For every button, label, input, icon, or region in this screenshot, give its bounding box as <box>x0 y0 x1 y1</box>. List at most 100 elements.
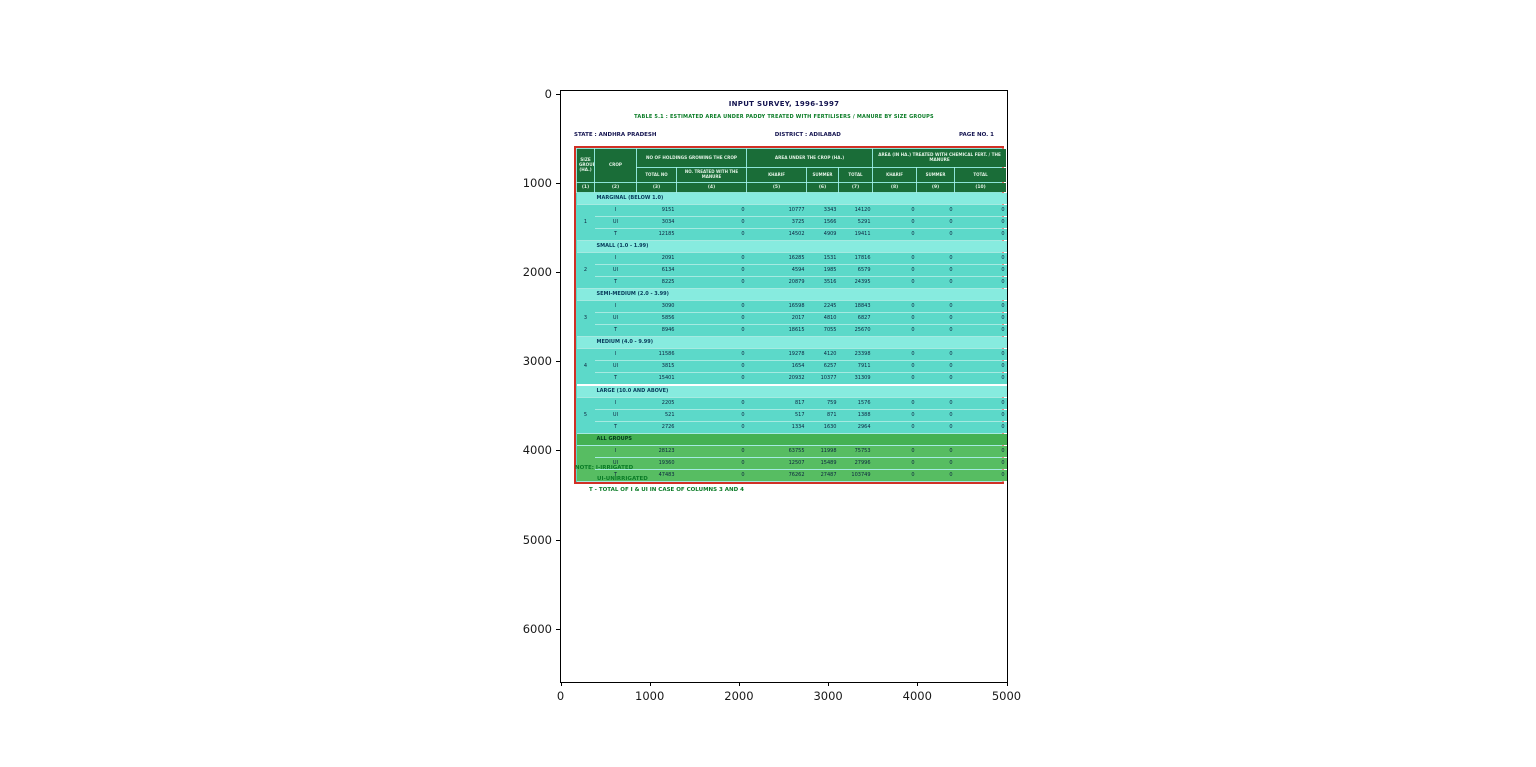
value-cell: 18615 <box>746 324 807 337</box>
value-cell: 1576 <box>838 397 873 410</box>
value-cell: 0 <box>872 397 917 410</box>
x-tick-label: 4000 <box>902 689 932 703</box>
crop-code-cell: UI <box>594 312 637 325</box>
col-number: (9) <box>916 182 956 193</box>
value-cell: 0 <box>916 252 955 265</box>
value-cell: 0 <box>954 276 1007 289</box>
value-cell: 9151 <box>636 204 677 217</box>
value-cell: 871 <box>806 409 839 422</box>
x-tick-mark <box>738 682 740 686</box>
value-cell: 24395 <box>838 276 873 289</box>
value-cell: 4909 <box>806 228 839 241</box>
value-cell: 0 <box>954 469 1007 482</box>
value-cell: 0 <box>954 445 1007 458</box>
value-cell: 0 <box>954 457 1007 470</box>
group-serial-number: 4 <box>576 348 595 386</box>
value-cell: 7911 <box>838 360 873 373</box>
value-cell: 0 <box>916 300 955 313</box>
value-cell: 1985 <box>806 264 839 277</box>
value-cell: 0 <box>872 372 917 386</box>
value-cell: 0 <box>916 409 955 422</box>
value-cell: 517 <box>746 409 807 422</box>
y-tick-label: 1000 <box>522 175 552 190</box>
group-label-row: ALL GROUPS <box>576 433 1007 446</box>
value-cell: 0 <box>954 421 1007 434</box>
value-cell: 0 <box>916 469 955 482</box>
value-cell: 0 <box>872 300 917 313</box>
value-cell: 0 <box>872 457 917 470</box>
x-tick-label: 1000 <box>635 689 665 703</box>
crop-code-cell: I <box>594 252 637 265</box>
header-treated-kharif: KHARIF <box>872 167 918 183</box>
group-label: LARGE (10.0 AND ABOVE) <box>594 384 1007 398</box>
value-cell: 76262 <box>746 469 807 482</box>
value-cell: 0 <box>872 445 917 458</box>
value-cell: 0 <box>676 324 747 337</box>
table-row: T 15401 0 20932 10377 31309 0 0 0 <box>577 372 1007 386</box>
crop-code-cell: I <box>594 397 637 410</box>
crop-code-cell: T <box>594 228 637 241</box>
group-label: SEMI-MEDIUM (2.0 - 3.99) <box>594 288 1007 301</box>
value-cell: 0 <box>954 372 1007 386</box>
table-header: SIZE GROUP (HA.) CROP NO OF HOLDINGS GRO… <box>576 148 1008 193</box>
x-tick-mark <box>828 682 830 686</box>
value-cell: 0 <box>676 457 747 470</box>
value-cell: 8225 <box>636 276 677 289</box>
y-tick-label: 0 <box>544 86 552 101</box>
value-cell: 47483 <box>636 469 677 482</box>
group-label-row: LARGE (10.0 AND ABOVE) <box>576 384 1007 398</box>
value-cell: 0 <box>954 360 1007 373</box>
value-cell: 11998 <box>806 445 839 458</box>
group-sl-spacer <box>576 288 595 301</box>
value-cell: 23398 <box>838 348 873 361</box>
value-cell: 6827 <box>838 312 873 325</box>
value-cell: 0 <box>916 228 955 241</box>
x-tick-label: 2000 <box>724 689 754 703</box>
value-cell: 0 <box>954 252 1007 265</box>
table-row: T 47483 0 76262 27487 103749 0 0 0 <box>577 469 1007 482</box>
y-tick-label: 2000 <box>522 264 552 279</box>
value-cell: 27487 <box>806 469 839 482</box>
value-cell: 0 <box>676 372 747 386</box>
group-sl-spacer <box>576 336 595 349</box>
column-numbers-row: (1) (2) (3) (4) (5) (6) (7) (8) (9) (10) <box>576 182 1008 193</box>
value-cell: 0 <box>954 204 1007 217</box>
table-row: 3 I 3090 0 16598 2245 18843 0 0 0 <box>576 300 1007 337</box>
value-cell: 0 <box>916 276 955 289</box>
value-cell: 12185 <box>636 228 677 241</box>
table-row: 2 I 2091 0 16285 1531 17816 0 0 0 <box>576 252 1007 289</box>
value-cell: 0 <box>676 276 747 289</box>
table-row: 4 I 11586 0 19278 4120 23398 0 0 0 <box>576 348 1007 386</box>
table-row: UI 19360 0 12507 15489 27996 0 0 0 <box>577 457 1007 470</box>
value-cell: 0 <box>676 204 747 217</box>
y-tick-mark <box>556 361 560 363</box>
x-tick-mark <box>917 682 919 686</box>
col-number: (2) <box>594 182 637 193</box>
table-row: UI 6134 0 4594 1985 6579 0 0 0 <box>577 264 1007 277</box>
value-cell: 0 <box>916 445 955 458</box>
header-treated-summer: SUMMER <box>916 167 956 183</box>
value-cell: 0 <box>916 372 955 386</box>
value-cell: 0 <box>954 228 1007 241</box>
value-cell: 63755 <box>746 445 807 458</box>
crop-code-cell: UI <box>594 457 637 470</box>
value-cell: 0 <box>676 300 747 313</box>
x-tick-label: 5000 <box>991 689 1022 703</box>
value-cell: 1388 <box>838 409 873 422</box>
value-cell: 25670 <box>838 324 873 337</box>
value-cell: 0 <box>676 228 747 241</box>
value-cell: 6134 <box>636 264 677 277</box>
survey-table: SIZE GROUP (HA.) CROP NO OF HOLDINGS GRO… <box>576 148 1008 482</box>
value-cell: 0 <box>872 264 917 277</box>
y-tick-label: 3000 <box>522 354 552 369</box>
value-cell: 0 <box>676 409 747 422</box>
group-label: MARGINAL (BELOW 1.0) <box>594 192 1007 205</box>
col-number: (3) <box>636 182 677 193</box>
y-tick-mark <box>556 93 560 95</box>
value-cell: 10377 <box>806 372 839 386</box>
value-cell: 19278 <box>746 348 807 361</box>
value-cell: 0 <box>872 216 917 229</box>
value-cell: 0 <box>916 457 955 470</box>
group-serial-number: 2 <box>576 252 595 289</box>
y-tick-mark <box>556 271 560 273</box>
